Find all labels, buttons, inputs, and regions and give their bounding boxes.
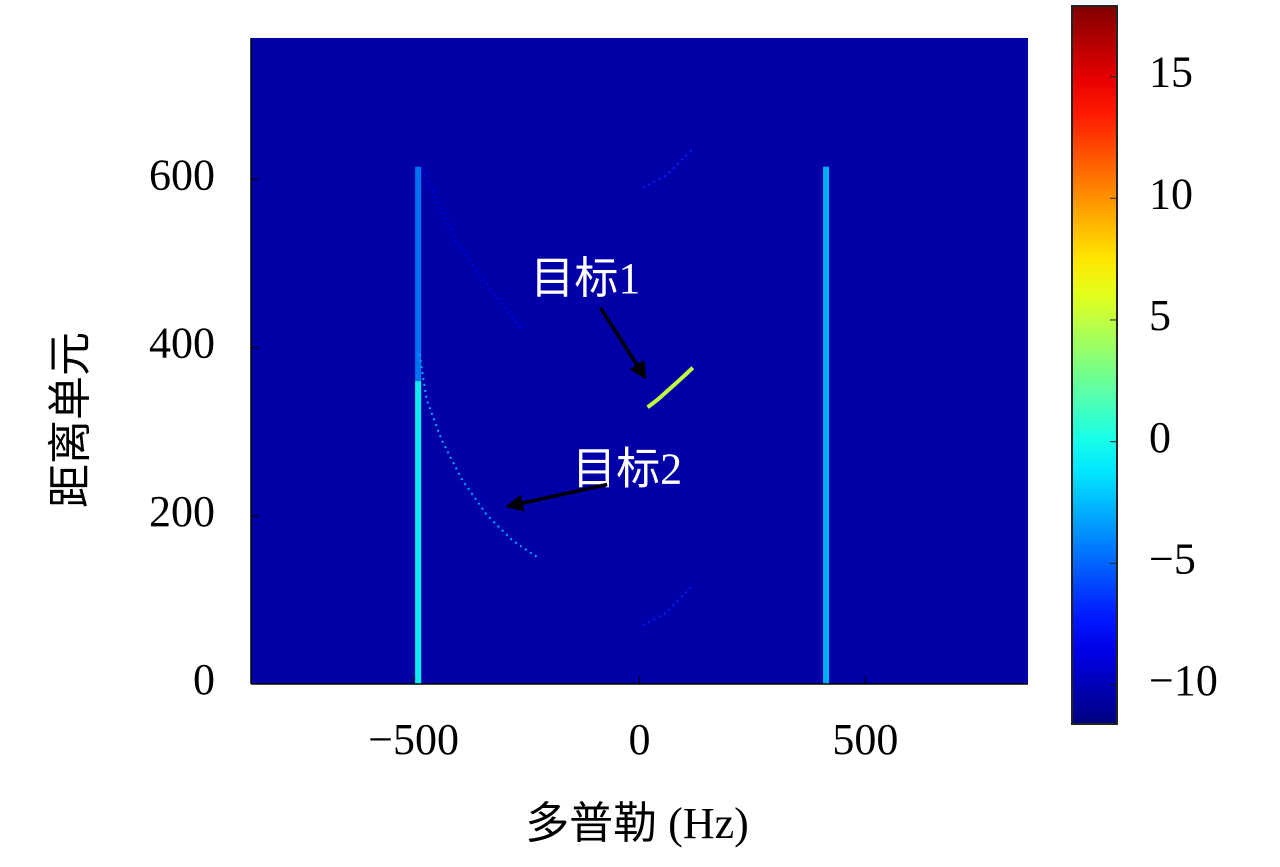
colorbar-tick-label: 0	[1149, 413, 1171, 462]
annotation-arrow	[598, 306, 647, 380]
track	[418, 354, 538, 558]
y-tick-label: 600	[149, 150, 215, 199]
y-axis-label: 距离单元	[46, 332, 95, 508]
colorbar-tick-label: −10	[1149, 656, 1218, 705]
annotation-text: 目标1	[530, 254, 640, 303]
x-tick-label: −500	[368, 715, 459, 764]
x-tick-label: 500	[832, 715, 898, 764]
heatmap-background	[251, 38, 1028, 684]
track	[646, 366, 695, 409]
x-axis-label: 多普勒 (Hz)	[525, 799, 749, 848]
colorbar-tick-label: 5	[1149, 291, 1171, 340]
colorbar-tick-label: 15	[1149, 48, 1193, 97]
track	[420, 168, 523, 331]
colorbar	[1071, 5, 1118, 725]
y-tick-label: 200	[149, 487, 215, 536]
colorbar-tick-label: 10	[1149, 169, 1193, 218]
x-tick-label: 0	[629, 715, 651, 764]
stripe	[415, 381, 422, 684]
y-tick-label: 0	[193, 655, 215, 704]
annotation-arrow	[505, 482, 608, 512]
annotation-text: 目标2	[572, 445, 682, 494]
y-tick-label: 400	[149, 319, 215, 368]
stripe	[823, 166, 830, 684]
colorbar-tick-label: −5	[1149, 534, 1196, 583]
